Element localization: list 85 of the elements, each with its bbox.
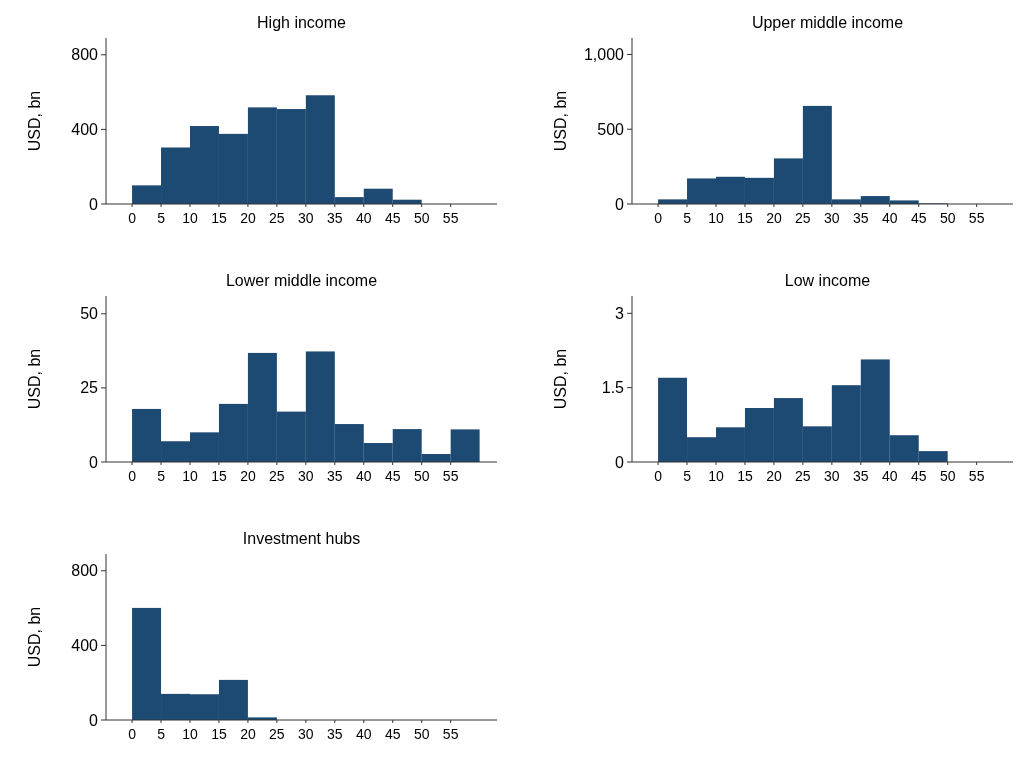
x-tick-label: 50 [413, 210, 430, 226]
x-tick-label: 10 [708, 468, 724, 484]
x-tick-label: 15 [211, 210, 227, 226]
x-tick-label: 55 [968, 210, 985, 226]
x-tick-label: 55 [968, 468, 985, 484]
x-tick-label: 30 [298, 210, 314, 226]
x-tick-label: 25 [795, 210, 811, 226]
x-tick-label: 55 [442, 726, 459, 742]
x-tick-label: 0 [128, 210, 137, 226]
x-tick-label: 10 [708, 210, 724, 226]
x-tick-label: 40 [355, 726, 372, 742]
x-tick-label: 30 [824, 210, 840, 226]
y-tick-label: 800 [71, 46, 99, 64]
y-tick-label: 500 [597, 120, 625, 138]
x-tick-label: 30 [824, 468, 840, 484]
y-tick-label: 400 [71, 120, 99, 138]
x-tick-label: 15 [211, 468, 227, 484]
x-tick-label: 55 [442, 210, 459, 226]
y-tick-label: 0 [615, 453, 625, 471]
y-axis-title: USD, bn [552, 348, 569, 410]
chart-title: High income [257, 14, 347, 31]
y-tick-label: 1.5 [601, 379, 625, 397]
chart-title: Investment hubs [242, 530, 361, 547]
y-axis-title: USD, bn [552, 90, 569, 152]
x-tick-label: 25 [795, 468, 811, 484]
x-tick-label: 45 [910, 210, 927, 226]
x-tick-label: 25 [269, 210, 285, 226]
chart-title: Upper middle income [751, 14, 904, 31]
x-tick-label: 10 [182, 468, 198, 484]
x-tick-label: 25 [269, 726, 285, 742]
x-tick-label: 5 [157, 210, 166, 226]
y-tick-label: 800 [71, 562, 99, 580]
x-tick-label: 40 [355, 468, 372, 484]
x-tick-label: 10 [182, 726, 198, 742]
x-tick-label: 50 [939, 468, 956, 484]
x-tick-label: 50 [413, 468, 430, 484]
x-tick-label: 5 [157, 726, 166, 742]
y-tick-label: 50 [80, 305, 99, 323]
x-tick-label: 35 [853, 210, 869, 226]
x-tick-label: 45 [384, 726, 401, 742]
x-tick-label: 10 [182, 210, 198, 226]
x-tick-label: 20 [240, 210, 256, 226]
x-tick-label: 30 [298, 468, 314, 484]
y-axis-title: USD, bn [26, 348, 43, 410]
x-tick-label: 35 [327, 468, 343, 484]
x-tick-label: 5 [683, 468, 692, 484]
x-tick-label: 25 [269, 468, 285, 484]
x-tick-label: 45 [384, 468, 401, 484]
x-tick-label: 0 [128, 726, 137, 742]
x-tick-label: 5 [683, 210, 692, 226]
x-tick-label: 45 [384, 210, 401, 226]
x-tick-label: 40 [355, 210, 372, 226]
x-tick-label: 15 [737, 210, 753, 226]
x-tick-label: 45 [910, 468, 927, 484]
y-tick-label: 25 [80, 379, 99, 397]
y-tick-label: 400 [71, 636, 99, 654]
x-tick-label: 35 [853, 468, 869, 484]
y-tick-label: 0 [89, 195, 99, 213]
chart-title: Low income [784, 272, 871, 289]
x-tick-label: 0 [654, 468, 663, 484]
x-tick-label: 50 [939, 210, 956, 226]
x-tick-label: 40 [881, 468, 898, 484]
x-tick-label: 55 [442, 468, 459, 484]
x-tick-label: 20 [766, 210, 782, 226]
x-tick-label: 40 [881, 210, 898, 226]
x-tick-label: 35 [327, 726, 343, 742]
y-tick-label: 0 [615, 195, 625, 213]
x-tick-label: 35 [327, 210, 343, 226]
x-tick-label: 15 [737, 468, 753, 484]
chart-title: Lower middle income [225, 272, 378, 289]
x-tick-label: 50 [413, 726, 430, 742]
x-tick-label: 30 [298, 726, 314, 742]
y-axis-title: USD, bn [26, 606, 43, 668]
y-axis-title: USD, bn [26, 90, 43, 152]
y-tick-label: 3 [615, 304, 625, 322]
x-tick-label: 15 [211, 726, 227, 742]
x-tick-label: 20 [240, 726, 256, 742]
y-tick-label: 0 [89, 453, 99, 471]
x-tick-label: 0 [128, 468, 137, 484]
x-tick-label: 0 [654, 210, 663, 226]
y-tick-label: 0 [89, 711, 99, 729]
y-tick-label: 1,000 [583, 46, 625, 64]
x-tick-label: 20 [240, 468, 256, 484]
x-tick-label: 5 [157, 468, 166, 484]
x-tick-label: 20 [766, 468, 782, 484]
